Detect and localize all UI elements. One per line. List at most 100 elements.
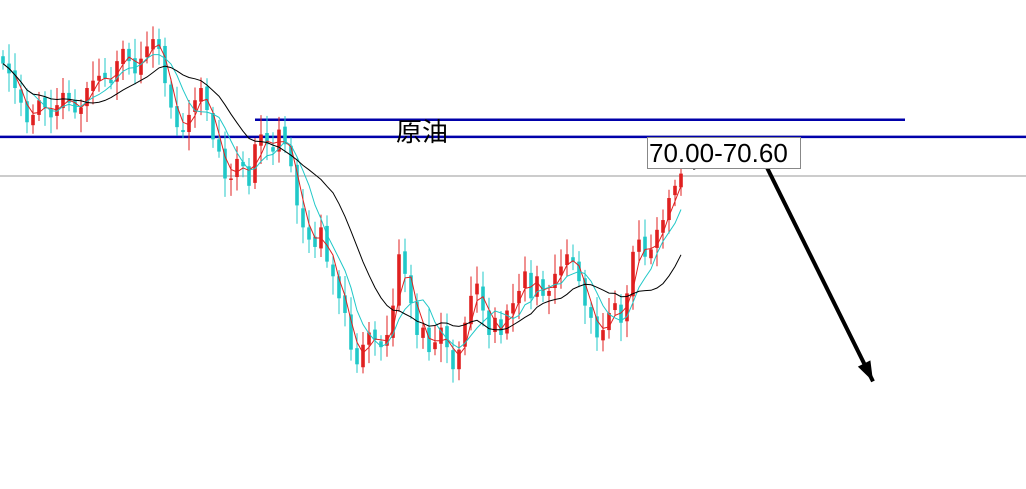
candle-body: [637, 239, 641, 252]
candle-body: [19, 89, 23, 103]
candle-body: [517, 290, 521, 304]
candle-body: [541, 279, 545, 296]
candle-body: [1, 56, 5, 64]
moving-averages-group: [2, 44, 682, 357]
candle-body: [421, 327, 425, 338]
candle-body: [235, 158, 239, 178]
ma-slow-line: [2, 63, 682, 331]
candle-body: [247, 166, 251, 186]
candle-body: [187, 114, 191, 133]
candle-body: [295, 164, 299, 206]
candle-body: [313, 236, 317, 247]
candle-body: [301, 208, 305, 228]
candle-body: [61, 92, 65, 109]
candle-body: [499, 319, 503, 335]
projection-arrow-down-head: [857, 360, 873, 382]
candle-body: [505, 310, 509, 334]
candle-body: [43, 97, 47, 108]
candle-body: [205, 86, 209, 111]
candle-body: [667, 198, 671, 221]
candle-body: [355, 348, 359, 365]
candle-body: [403, 251, 407, 274]
candle-body: [115, 61, 119, 82]
candle-body: [619, 304, 623, 323]
candle-body: [49, 109, 53, 118]
candle-body: [367, 332, 371, 345]
candle-body: [109, 79, 113, 84]
candle-body: [565, 254, 569, 266]
candle-body: [253, 144, 257, 183]
candle-body: [547, 290, 551, 296]
candle-body: [391, 305, 395, 338]
candle-body: [361, 344, 365, 368]
candle-body: [469, 295, 473, 325]
candles-group: [1, 26, 683, 383]
candle-body: [331, 264, 335, 277]
candle-body: [559, 266, 563, 276]
candle-body: [13, 70, 17, 89]
candle-body: [271, 147, 275, 152]
candle-body: [595, 316, 599, 338]
candle-body: [493, 317, 497, 333]
candle-body: [211, 112, 215, 140]
candle-body: [427, 327, 431, 353]
candle-body: [259, 134, 263, 146]
candle-body: [97, 75, 101, 81]
candle-body: [37, 100, 41, 115]
candle-body: [223, 148, 227, 179]
candle-body: [25, 101, 29, 123]
target-price-annotation: 70.00-70.60: [647, 137, 801, 169]
candle-body: [487, 310, 491, 335]
candle-body: [79, 107, 83, 114]
candle-body: [265, 133, 269, 145]
candle-body: [229, 178, 233, 180]
candle-body: [679, 173, 683, 188]
candle-body: [523, 271, 527, 289]
candle-body: [133, 58, 137, 74]
candle-body: [655, 229, 659, 248]
candle-body: [325, 225, 329, 262]
candle-body: [175, 106, 179, 128]
candle-body: [193, 100, 197, 112]
candle-body: [607, 312, 611, 331]
candle-body: [397, 254, 401, 306]
candle-body: [649, 249, 653, 259]
candle-body: [601, 330, 605, 341]
candle-body: [283, 126, 287, 145]
candle-body: [91, 80, 95, 91]
candle-body: [529, 272, 533, 299]
candle-body: [625, 293, 629, 322]
candle-body: [169, 84, 173, 108]
candle-body: [589, 307, 593, 318]
candle-body: [241, 161, 245, 167]
candle-body: [433, 342, 437, 350]
candle-body: [481, 286, 485, 311]
candle-body: [307, 227, 311, 240]
candle-body: [511, 303, 515, 314]
candle-body: [163, 45, 167, 84]
candle-body: [445, 326, 449, 348]
candle-body: [151, 39, 155, 50]
candle-body: [439, 327, 443, 344]
candle-body: [343, 295, 347, 313]
candle-body: [67, 92, 71, 103]
candle-body: [277, 129, 281, 152]
candle-body: [31, 114, 35, 126]
candle-body: [631, 251, 635, 297]
ma-fast-line: [2, 44, 682, 357]
candle-body: [451, 350, 455, 370]
candle-body: [337, 276, 341, 299]
candle-body: [583, 278, 587, 306]
candle-body: [553, 273, 557, 289]
candle-body: [217, 139, 221, 152]
ma-mid-line: [2, 54, 682, 349]
resistance-levels-group: [0, 118, 1026, 139]
candle-body: [127, 48, 131, 62]
candle-body: [571, 257, 575, 262]
projection-arrow-down: [751, 138, 875, 383]
candle-body: [475, 283, 479, 295]
candle-body: [349, 314, 353, 350]
candle-body: [673, 185, 677, 196]
candle-body: [289, 145, 293, 167]
